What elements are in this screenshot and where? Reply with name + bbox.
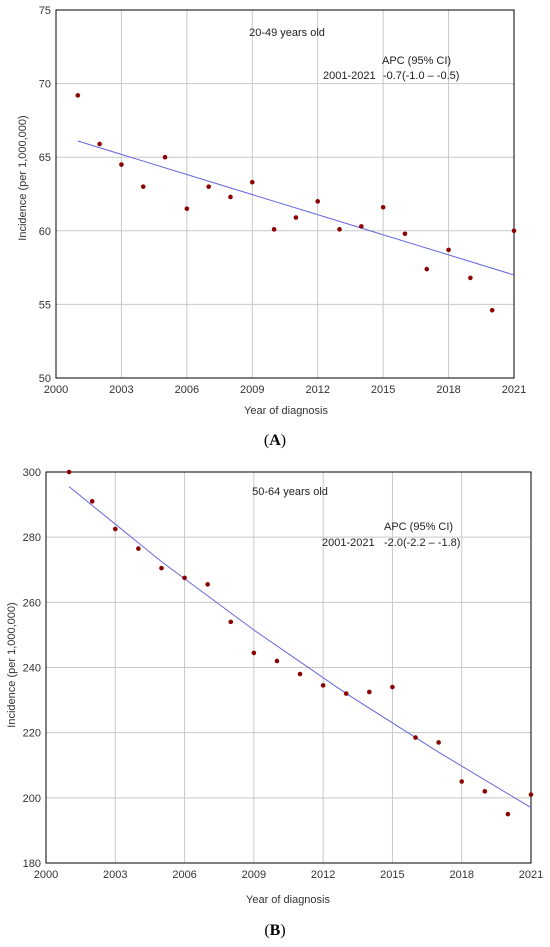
- y-tick-label: 260: [23, 597, 41, 609]
- data-point: [182, 575, 187, 581]
- x-tick-label: 2012: [305, 384, 329, 396]
- data-point: [89, 499, 95, 504]
- y-tick-labels: 180 200 220 240 260 280 300: [23, 467, 41, 870]
- y-tick-label: 220: [23, 728, 41, 740]
- data-point: [402, 231, 408, 237]
- x-tick-label: 2015: [380, 869, 404, 881]
- data-points: [75, 93, 517, 313]
- y-tick-label: 200: [23, 793, 41, 805]
- plot-frame: [45, 471, 532, 864]
- data-point: [249, 179, 255, 185]
- data-point: [359, 224, 364, 229]
- apc-value: -2.0(-2.2 – -1.8): [384, 537, 460, 549]
- apc-header: APC (95% CI): [382, 55, 451, 67]
- y-tick-labels: 50 55 60 65 70 75: [39, 5, 51, 385]
- data-point: [75, 93, 81, 98]
- x-tick-label: 2015: [371, 384, 395, 396]
- x-tick-label: 2018: [436, 384, 460, 396]
- y-tick-label: 180: [23, 858, 41, 870]
- data-point: [206, 184, 211, 189]
- y-tick-label: 75: [39, 5, 51, 17]
- data-point: [136, 546, 141, 551]
- data-point: [271, 227, 277, 232]
- data-point: [251, 650, 257, 656]
- x-tick-label: 2000: [34, 869, 58, 881]
- apc-period: 2001-2021: [323, 70, 376, 82]
- data-point: [320, 683, 326, 688]
- x-tick-label: 2021: [502, 384, 526, 396]
- data-point: [436, 740, 441, 745]
- x-tick-label: 2009: [240, 384, 264, 396]
- data-point: [511, 228, 517, 234]
- panel-caption-b: (B): [264, 922, 286, 939]
- data-point: [468, 275, 473, 281]
- trend-line: [68, 486, 532, 809]
- y-tick-label: 60: [39, 226, 51, 238]
- data-point: [274, 658, 280, 664]
- data-point: [228, 194, 233, 200]
- x-tick-label: 2000: [44, 384, 68, 396]
- y-axis-label: Incidence (per 1,000,000): [17, 115, 29, 240]
- apc-value: -0.7(-1.0 – -0.5): [383, 70, 459, 82]
- panel-caption-a: (A): [263, 432, 287, 449]
- trend-line: [77, 140, 515, 276]
- data-point: [337, 227, 342, 232]
- data-point: [424, 266, 430, 272]
- y-tick-label: 55: [39, 299, 51, 311]
- y-tick-label: 50: [39, 373, 51, 385]
- grid-lines: [45, 471, 532, 864]
- data-point: [528, 792, 534, 797]
- y-tick-label: 240: [23, 663, 41, 675]
- data-point: [205, 582, 210, 587]
- data-point: [297, 671, 303, 677]
- chart-panel-a: 2000 2003 2006 2009 2012 2015 2018 2021 50 55 60 6…: [17, 5, 526, 417]
- data-point: [446, 247, 451, 253]
- data-point: [66, 469, 72, 475]
- data-point: [343, 691, 349, 696]
- x-tick-label: 2006: [175, 384, 199, 396]
- x-tick-label: 2021: [519, 869, 543, 881]
- data-point: [413, 735, 418, 740]
- x-tick-labels: 2000 2003 2006 2009 2012 2015 2018 2021: [34, 869, 543, 881]
- data-points: [66, 469, 534, 817]
- data-point: [228, 619, 234, 625]
- data-point: [367, 689, 372, 695]
- y-tick-label: 300: [23, 467, 41, 479]
- data-point: [119, 162, 124, 167]
- x-tick-labels: 2000 2003 2006 2009 2012 2015 2018 2021: [44, 384, 526, 396]
- x-tick-label: 2006: [172, 869, 196, 881]
- data-point: [489, 307, 495, 313]
- x-axis-label: Year of diagnosis: [246, 894, 330, 906]
- x-tick-label: 2009: [242, 869, 266, 881]
- data-point: [459, 779, 465, 784]
- x-tick-label: 2003: [109, 384, 133, 396]
- x-tick-label: 2018: [449, 869, 473, 881]
- data-point: [97, 141, 102, 147]
- data-point: [293, 215, 299, 220]
- data-point: [482, 789, 488, 794]
- data-point: [112, 526, 118, 532]
- x-axis-label: Year of diagnosis: [244, 405, 328, 417]
- plot-frame: [55, 9, 515, 379]
- apc-period: 2001-2021: [322, 537, 375, 549]
- y-tick-label: 65: [39, 152, 51, 164]
- age-group-title: 50-64 years old: [252, 486, 328, 498]
- chart-panel-b: 2000 2003 2006 2009 2012 2015 2018 2021 180 200 2…: [6, 467, 543, 906]
- data-point: [315, 199, 321, 204]
- apc-header: APC (95% CI): [384, 521, 453, 533]
- y-tick-label: 280: [23, 532, 41, 544]
- x-tick-label: 2012: [311, 869, 335, 881]
- data-point: [162, 154, 168, 160]
- x-tick-label: 2003: [103, 869, 127, 881]
- data-point: [390, 684, 395, 690]
- y-tick-label: 70: [39, 79, 51, 91]
- data-point: [505, 811, 511, 817]
- data-point: [380, 204, 386, 210]
- age-group-title: 20-49 years old: [249, 27, 325, 39]
- data-point: [184, 206, 190, 212]
- data-point: [140, 184, 146, 189]
- data-point: [159, 565, 164, 571]
- y-axis-label: Incidence (per 1,000,000): [6, 602, 18, 727]
